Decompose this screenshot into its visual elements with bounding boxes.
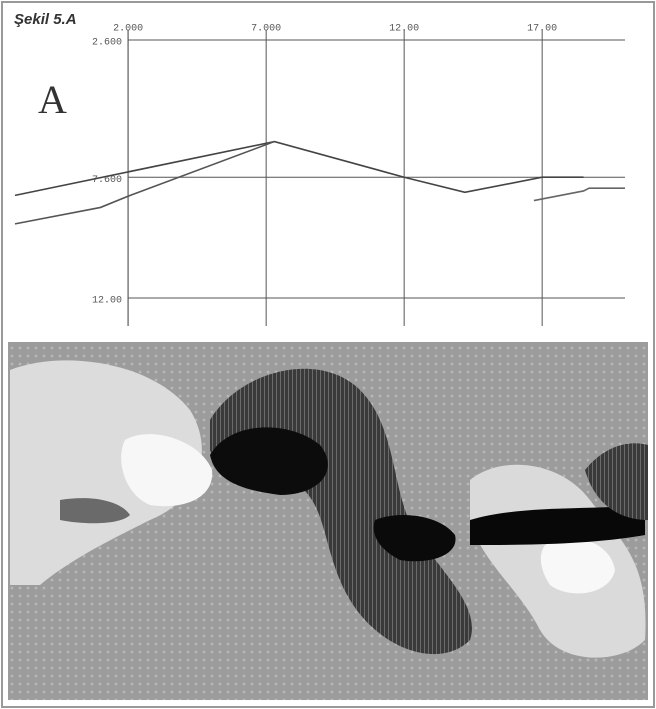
figure-label: Şekil 5.A — [14, 11, 77, 28]
y-tick-label: 12.00 — [92, 296, 122, 307]
x-tick-label: 17.00 — [527, 24, 557, 35]
data-line — [15, 142, 274, 224]
data-line — [534, 188, 625, 200]
x-tick-label: 12.00 — [389, 24, 419, 35]
simulation-image — [8, 342, 648, 700]
panel-label: A — [38, 77, 67, 122]
y-tick-label: 2.600 — [92, 38, 122, 49]
x-tick-label: 7.000 — [251, 24, 281, 35]
figure: Şekil 5.A A 2.0007.00012.0017.002.6007.6… — [0, 0, 656, 709]
data-line — [15, 142, 584, 196]
